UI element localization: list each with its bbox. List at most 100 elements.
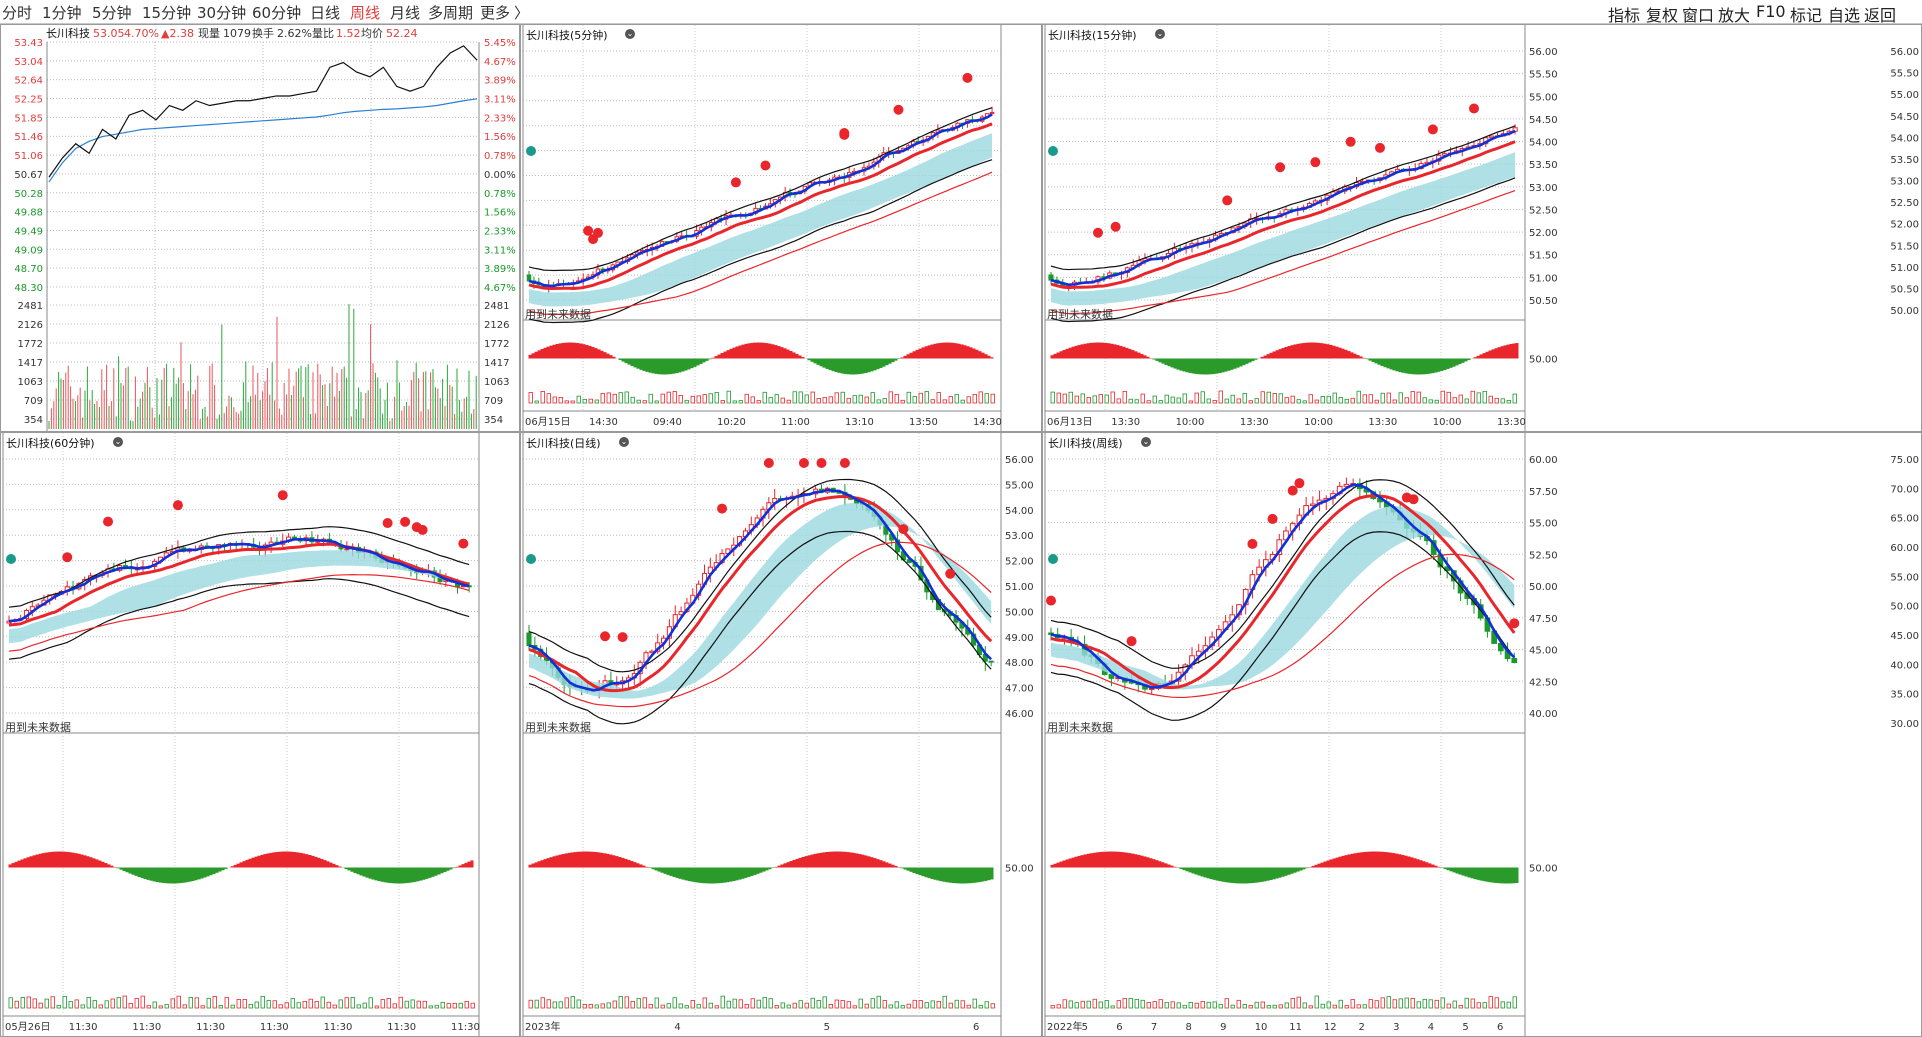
five-minute-chart-panel[interactable]: 06月15日 14:30 09:40 10:20 11:00 13:10 13:50 14:3… — [520, 24, 1042, 432]
percent-tick: 0.78% — [484, 189, 516, 200]
histogram-bar — [636, 998, 641, 1009]
histogram-bar — [786, 399, 791, 404]
period-tab[interactable]: 多周期 — [428, 4, 474, 22]
period-tab[interactable]: 1分钟 — [42, 4, 82, 22]
period-tab[interactable]: 周线 — [350, 4, 381, 22]
histogram-bar — [696, 395, 701, 404]
dropdown-icon[interactable]: ⌄ — [619, 437, 629, 447]
histogram-bar — [606, 1002, 611, 1009]
buy-signal-icon — [1046, 595, 1056, 606]
fifteen-minute-chart-panel[interactable]: 56.00 55.50 55.00 54.50 54.00 53.50 53.00 52.50… — [1042, 24, 1922, 432]
price-tick: 53.00 — [1529, 183, 1558, 194]
histogram-bar — [1404, 397, 1409, 404]
price-tick: 50.28 — [14, 189, 43, 200]
price-tick: 55.00 — [1005, 480, 1034, 491]
histogram-bar — [332, 1004, 337, 1009]
panel-title-menu[interactable]: ⌄ — [1152, 27, 1165, 40]
histogram-bar — [1386, 392, 1391, 404]
intraday-chart-panel[interactable]: 长川科技 53.05 4.70% ▲2.38 现量 1079 换手 2.62% 量比 1.52 均价… — [0, 24, 520, 432]
toolbar-item[interactable]: 复权 — [1646, 6, 1679, 25]
price-tick: 49.88 — [14, 208, 43, 219]
histogram-bar — [1278, 393, 1283, 404]
date-tick: 5 — [1462, 1022, 1468, 1033]
period-tab[interactable]: 15分钟 — [142, 4, 192, 22]
toolbar-item[interactable]: 返回 — [1864, 6, 1897, 25]
zigzag-line — [8, 537, 470, 623]
histogram-bar — [624, 996, 629, 1009]
panel-title-menu[interactable]: ⌄ — [1138, 435, 1151, 448]
panel-title-menu[interactable]: ⌄ — [110, 435, 123, 448]
histogram-bar — [290, 998, 295, 1009]
right-price-tick: 55.00 — [1890, 572, 1919, 583]
histogram-bar — [744, 393, 749, 404]
toolbar-item[interactable]: 指标 — [1608, 6, 1641, 25]
price-tick: 51.46 — [14, 132, 43, 143]
dropdown-icon[interactable]: ⌄ — [625, 29, 635, 39]
daily-chart-panel[interactable]: 56.00 55.00 54.00 53.00 52.00 51.00 50.00 49.00… — [520, 432, 1042, 1037]
histogram-bar — [840, 1000, 845, 1009]
histogram-bar — [1356, 1004, 1361, 1009]
period-tab[interactable]: 30分钟 — [197, 4, 247, 22]
panel-title-menu[interactable]: ⌄ — [616, 435, 629, 448]
toolbar-item[interactable]: 窗口 — [1682, 6, 1715, 25]
upper-band-line — [1050, 479, 1515, 669]
histogram-bar — [810, 997, 815, 1009]
histogram-bar — [1224, 998, 1229, 1009]
date-tick: 6 — [1497, 1022, 1503, 1033]
toolbar-item[interactable]: 自选 — [1828, 6, 1861, 25]
dropdown-icon[interactable]: ⌄ — [1155, 29, 1165, 39]
date-tick: 12 — [1324, 1022, 1337, 1033]
more-chevron-icon[interactable]: 〉 — [514, 4, 530, 22]
histogram-bar — [1428, 999, 1433, 1009]
period-tab[interactable]: 60分钟 — [252, 4, 302, 22]
histogram-bar — [780, 397, 785, 404]
zigzag-line — [528, 113, 993, 288]
period-tab[interactable]: 日线 — [310, 4, 341, 22]
dropdown-icon[interactable]: ⌄ — [113, 437, 123, 447]
price-tick: 45.00 — [1529, 646, 1558, 657]
histogram-bar — [1344, 398, 1349, 404]
date-tick: 13:30 — [1111, 417, 1140, 428]
buy-signal-icon — [1110, 221, 1121, 232]
histogram-bar — [852, 395, 857, 404]
histogram-bar — [368, 997, 373, 1009]
histogram-bar — [1440, 997, 1445, 1009]
sell-signal-icon — [1048, 554, 1058, 564]
m15-chart-svg: 56.00 55.50 55.00 54.50 54.00 53.50 53.00 52.50… — [1044, 25, 1919, 431]
histogram-bar — [576, 999, 581, 1009]
date-tick: 5 — [1082, 1022, 1088, 1033]
period-tab[interactable]: 5分钟 — [92, 4, 132, 22]
histogram-bar — [984, 1001, 989, 1009]
histogram-bar — [1464, 997, 1469, 1009]
dropdown-icon[interactable]: ⌄ — [1141, 437, 1151, 447]
period-tab[interactable]: 月线 — [390, 4, 421, 22]
histogram-bar — [882, 1000, 887, 1009]
period-tab[interactable]: 更多 — [480, 4, 511, 22]
weekly-chart-panel[interactable]: 60.00 57.50 55.00 52.50 50.00 47.50 45.00 42.50… — [1042, 432, 1922, 1037]
change-percent: 4.70% — [124, 27, 159, 40]
sixty-minute-chart-panel[interactable]: 05月26日 11:30 11:30 11:30 11:30 11:30 11:30 11:3… — [0, 432, 520, 1037]
histogram-bar — [1068, 1000, 1073, 1009]
right-price-tick: 51.00 — [1890, 263, 1919, 274]
histogram-bar — [570, 400, 575, 404]
panel-title: 长川科技(5分钟) — [526, 29, 608, 42]
price-tick: 48.00 — [1005, 658, 1034, 669]
histogram-bar — [1146, 1001, 1151, 1009]
zigzag-line — [1050, 483, 1516, 689]
date-tick: 13:30 — [1240, 417, 1269, 428]
sell-signal-icon — [526, 146, 536, 156]
histogram-bar — [816, 398, 821, 404]
histogram-bar — [470, 1002, 475, 1009]
toolbar-item[interactable]: F10 — [1756, 2, 1786, 21]
buy-signal-icon — [1275, 162, 1286, 173]
toolbar-item[interactable]: 标记 — [1790, 6, 1823, 25]
histogram-bar — [1164, 394, 1169, 404]
period-tab[interactable]: 分时 — [2, 4, 33, 22]
buy-signal-icon — [1401, 492, 1412, 503]
histogram-bar — [1416, 1001, 1421, 1009]
date-tick: 10 — [1255, 1022, 1268, 1033]
panel-title-menu[interactable]: ⌄ — [622, 27, 635, 40]
toolbar-item[interactable]: 放大 — [1718, 6, 1751, 25]
histogram-bar — [1242, 1004, 1247, 1009]
buy-signal-icon — [1247, 538, 1258, 549]
